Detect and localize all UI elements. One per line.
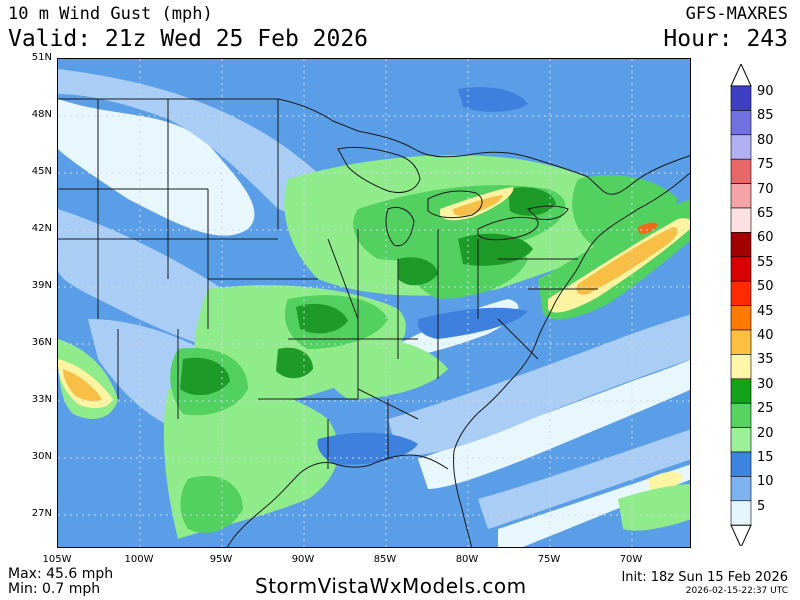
colorbar-label: 20 bbox=[757, 425, 774, 441]
map-title: 10 m Wind Gust (mph) bbox=[8, 4, 213, 24]
gust-zone-north-dark-blue bbox=[458, 87, 528, 112]
gust-zone-atlantic-pale-1 bbox=[418, 359, 690, 489]
colorbar-cell bbox=[730, 256, 752, 282]
colorbar-label: 65 bbox=[757, 206, 774, 221]
max-value: Max: 45.6 mph bbox=[8, 566, 114, 582]
min-value: Min: 0.7 mph bbox=[8, 581, 101, 597]
longitude-label: 70W bbox=[619, 554, 643, 565]
colorbar-cells bbox=[730, 64, 752, 546]
colorbar-top-arrow bbox=[730, 64, 752, 87]
colorbar-label: 30 bbox=[757, 376, 774, 392]
gust-zone-pennsylvania-dark-green bbox=[398, 257, 438, 286]
latitude-label: 42N bbox=[31, 223, 52, 234]
gust-zone-northeast-green bbox=[572, 175, 678, 249]
latitude-label: 39N bbox=[31, 280, 52, 291]
colorbar-cell bbox=[730, 280, 752, 306]
gust-zone-atlantic-red bbox=[638, 222, 658, 235]
colorbar-label: 50 bbox=[757, 279, 774, 295]
longitude-label: 105W bbox=[42, 554, 72, 565]
colorbar-label: 60 bbox=[757, 230, 774, 246]
colorbar-label: 25 bbox=[757, 401, 774, 417]
longitude-label: 85W bbox=[373, 554, 397, 565]
colorbar bbox=[730, 64, 752, 546]
latitude-label: 30N bbox=[31, 451, 52, 462]
colorbar-cell bbox=[730, 158, 752, 184]
latitude-label: 48N bbox=[31, 109, 52, 120]
gust-zone-atlantic-pale-2 bbox=[498, 464, 690, 547]
colorbar-cell bbox=[730, 207, 752, 233]
gust-zone-lakes-dark-green bbox=[458, 233, 533, 266]
latitude-label: 36N bbox=[31, 337, 52, 348]
colorbar-label: 80 bbox=[757, 132, 774, 148]
colorbar-cell bbox=[730, 378, 752, 404]
gust-zone-ohio-dark-green bbox=[296, 303, 348, 334]
state-outlines bbox=[58, 98, 690, 547]
colorbar-label: 40 bbox=[757, 328, 774, 343]
colorbar-cell bbox=[730, 476, 752, 502]
init-time: Init: 18z Sun 15 Feb 2026 bbox=[621, 570, 788, 585]
valid-time: Valid: 21z Wed 25 Feb 2026 bbox=[8, 26, 369, 52]
latitude-label: 33N bbox=[31, 394, 52, 405]
colorbar-cell bbox=[730, 329, 752, 355]
us-canada-border bbox=[58, 98, 690, 195]
colorbar-cell bbox=[730, 354, 752, 380]
site-name: StormVistaWxModels.com bbox=[255, 574, 527, 598]
longitude-label: 100W bbox=[124, 554, 154, 565]
state-borders bbox=[58, 99, 598, 469]
gust-zone-lake-erie-orange bbox=[452, 195, 503, 216]
gust-zone-mississippi-dark-green bbox=[276, 347, 313, 379]
map-grid bbox=[58, 59, 690, 547]
colorbar-cell bbox=[730, 110, 752, 136]
colorbar-cell bbox=[730, 305, 752, 331]
gust-zone-south-texas-green bbox=[180, 475, 243, 533]
colorbar-cell bbox=[730, 183, 752, 209]
gulf-coastline bbox=[226, 454, 449, 547]
colorbar-cell bbox=[730, 451, 752, 477]
forecast-hour: Hour: 243 bbox=[663, 26, 788, 52]
gust-zone-atlantic-light-2 bbox=[478, 429, 690, 529]
gust-zone-atlantic-orange bbox=[576, 227, 678, 295]
colorbar-label: 70 bbox=[757, 181, 774, 197]
colorbar-label: 55 bbox=[757, 254, 774, 270]
longitude-label: 75W bbox=[537, 554, 561, 565]
gust-zone-ohio-dark-blue bbox=[417, 307, 528, 339]
latitude-label: 51N bbox=[31, 52, 52, 63]
colorbar-label: 75 bbox=[757, 157, 774, 173]
colorbar-cell bbox=[730, 85, 752, 111]
generated-timestamp: 2026-02-15-22:37 UTC bbox=[685, 586, 788, 596]
gust-zone-texas-dark-green bbox=[180, 357, 230, 396]
longitude-label: 90W bbox=[291, 554, 315, 565]
colorbar-label: 5 bbox=[757, 498, 766, 514]
longitude-label: 95W bbox=[209, 554, 233, 565]
colorbar-bottom-arrow bbox=[730, 524, 752, 546]
colorbar-label: 85 bbox=[757, 108, 774, 124]
colorbar-label: 90 bbox=[757, 84, 774, 99]
colorbar-cell bbox=[730, 402, 752, 428]
gust-zone-southwest-orange bbox=[63, 369, 102, 402]
colorbar-cell bbox=[730, 500, 752, 526]
map-canvas bbox=[58, 59, 690, 547]
gust-zone-southeast-dark-blue bbox=[317, 432, 418, 465]
great-lakes-outline bbox=[337, 146, 569, 247]
wind-gust-map bbox=[57, 58, 691, 548]
latitude-label: 27N bbox=[31, 508, 52, 519]
colorbar-label: 35 bbox=[757, 352, 774, 368]
model-name: GFS-MAXRES bbox=[685, 4, 788, 24]
longitude-label: 80W bbox=[455, 554, 479, 565]
atlantic-coastline bbox=[453, 172, 690, 547]
gust-zone-southeast-coast-green bbox=[618, 484, 690, 531]
gust-zone-southeast-green bbox=[316, 335, 448, 399]
colorbar-cell bbox=[730, 232, 752, 258]
colorbar-cell bbox=[730, 134, 752, 160]
gust-field bbox=[58, 69, 690, 547]
colorbar-label: 10 bbox=[757, 474, 774, 490]
latitude-label: 45N bbox=[31, 166, 52, 177]
colorbar-label: 15 bbox=[757, 450, 774, 465]
gust-zone-atlantic-light bbox=[388, 314, 690, 456]
gust-zone-north-pale bbox=[58, 99, 255, 236]
colorbar-cell bbox=[730, 427, 752, 453]
gust-zone-ny-dark-green bbox=[508, 187, 556, 216]
colorbar-label: 45 bbox=[757, 303, 774, 319]
